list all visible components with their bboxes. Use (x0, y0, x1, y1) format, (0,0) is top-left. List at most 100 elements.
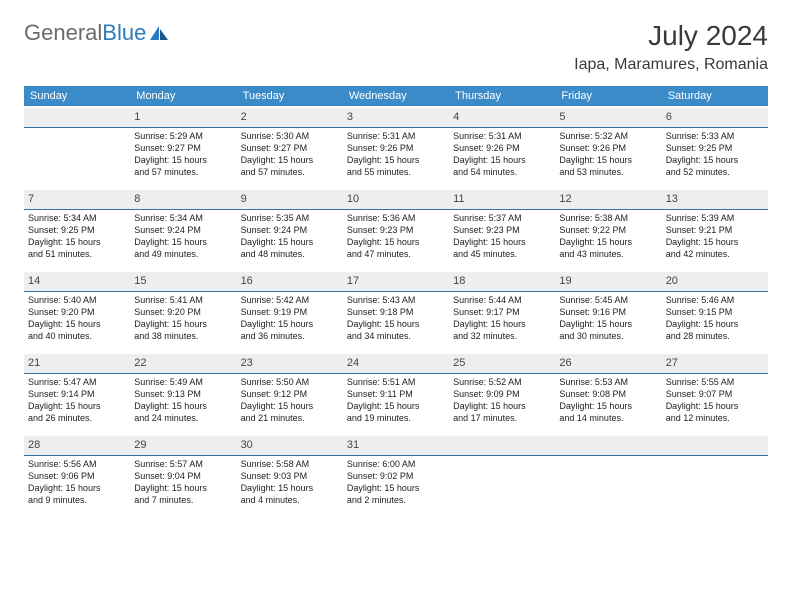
day-number: 19 (555, 272, 661, 292)
day-detail-line: Daylight: 15 hours (28, 482, 126, 494)
logo-part1: General (24, 20, 102, 45)
day-detail-line: Daylight: 15 hours (134, 318, 232, 330)
header: GeneralBlue July 2024 Iapa, Maramures, R… (24, 20, 768, 74)
calendar-day-cell: 4Sunrise: 5:31 AMSunset: 9:26 PMDaylight… (449, 106, 555, 188)
day-detail-line: Sunrise: 5:33 AM (666, 130, 764, 142)
day-detail-line: and 19 minutes. (347, 412, 445, 424)
day-detail-line: and 57 minutes. (134, 166, 232, 178)
day-detail-line: Sunset: 9:20 PM (134, 306, 232, 318)
day-details: Sunrise: 5:41 AMSunset: 9:20 PMDaylight:… (134, 294, 232, 343)
day-detail-line: Sunrise: 5:47 AM (28, 376, 126, 388)
day-detail-line: Daylight: 15 hours (559, 400, 657, 412)
day-details: Sunrise: 5:37 AMSunset: 9:23 PMDaylight:… (453, 212, 551, 261)
day-number: 8 (130, 190, 236, 210)
logo-text: GeneralBlue (24, 20, 146, 46)
calendar-day-cell (555, 434, 661, 516)
day-detail-line: Sunrise: 5:57 AM (134, 458, 232, 470)
day-detail-line: Sunset: 9:08 PM (559, 388, 657, 400)
day-detail-line: Daylight: 15 hours (28, 400, 126, 412)
day-detail-line: Sunset: 9:25 PM (28, 224, 126, 236)
day-detail-line: and 34 minutes. (347, 330, 445, 342)
day-detail-line: Sunset: 9:20 PM (28, 306, 126, 318)
calendar-day-cell (24, 106, 130, 188)
day-detail-line: Sunrise: 5:31 AM (453, 130, 551, 142)
day-detail-line: and 7 minutes. (134, 494, 232, 506)
day-number: 27 (662, 354, 768, 374)
calendar-day-cell: 19Sunrise: 5:45 AMSunset: 9:16 PMDayligh… (555, 270, 661, 352)
day-detail-line: Sunrise: 5:55 AM (666, 376, 764, 388)
day-details: Sunrise: 5:53 AMSunset: 9:08 PMDaylight:… (559, 376, 657, 425)
day-detail-line: Sunset: 9:11 PM (347, 388, 445, 400)
day-detail-line: Daylight: 15 hours (559, 154, 657, 166)
day-detail-line: Sunrise: 5:34 AM (28, 212, 126, 224)
day-detail-line: Sunrise: 5:51 AM (347, 376, 445, 388)
calendar-day-cell: 8Sunrise: 5:34 AMSunset: 9:24 PMDaylight… (130, 188, 236, 270)
calendar-day-cell (449, 434, 555, 516)
calendar-day-cell: 16Sunrise: 5:42 AMSunset: 9:19 PMDayligh… (237, 270, 343, 352)
day-detail-line: Sunset: 9:02 PM (347, 470, 445, 482)
day-details: Sunrise: 6:00 AMSunset: 9:02 PMDaylight:… (347, 458, 445, 507)
day-detail-line: Sunset: 9:17 PM (453, 306, 551, 318)
calendar-day-cell: 3Sunrise: 5:31 AMSunset: 9:26 PMDaylight… (343, 106, 449, 188)
day-details: Sunrise: 5:46 AMSunset: 9:15 PMDaylight:… (666, 294, 764, 343)
weekday-header: Friday (555, 86, 661, 106)
day-detail-line: and 48 minutes. (241, 248, 339, 260)
day-detail-line: Sunrise: 5:50 AM (241, 376, 339, 388)
day-detail-line: and 14 minutes. (559, 412, 657, 424)
calendar-day-cell: 20Sunrise: 5:46 AMSunset: 9:15 PMDayligh… (662, 270, 768, 352)
day-detail-line: Sunset: 9:03 PM (241, 470, 339, 482)
day-number: 20 (662, 272, 768, 292)
day-detail-line: Sunset: 9:14 PM (28, 388, 126, 400)
day-detail-line: Sunset: 9:25 PM (666, 142, 764, 154)
day-details: Sunrise: 5:58 AMSunset: 9:03 PMDaylight:… (241, 458, 339, 507)
day-number: 16 (237, 272, 343, 292)
day-details: Sunrise: 5:31 AMSunset: 9:26 PMDaylight:… (453, 130, 551, 179)
day-number: 13 (662, 190, 768, 210)
day-number: 11 (449, 190, 555, 210)
day-detail-line: Daylight: 15 hours (241, 400, 339, 412)
calendar-day-cell: 6Sunrise: 5:33 AMSunset: 9:25 PMDaylight… (662, 106, 768, 188)
day-detail-line: and 40 minutes. (28, 330, 126, 342)
day-detail-line: Sunrise: 5:40 AM (28, 294, 126, 306)
day-detail-line: and 55 minutes. (347, 166, 445, 178)
calendar-day-cell: 9Sunrise: 5:35 AMSunset: 9:24 PMDaylight… (237, 188, 343, 270)
day-number: 15 (130, 272, 236, 292)
month-title: July 2024 (574, 20, 768, 52)
day-detail-line: Sunset: 9:07 PM (666, 388, 764, 400)
day-detail-line: Daylight: 15 hours (28, 236, 126, 248)
calendar-table: SundayMondayTuesdayWednesdayThursdayFrid… (24, 86, 768, 516)
day-detail-line: Sunrise: 5:41 AM (134, 294, 232, 306)
calendar-day-cell: 26Sunrise: 5:53 AMSunset: 9:08 PMDayligh… (555, 352, 661, 434)
day-detail-line: Daylight: 15 hours (666, 154, 764, 166)
day-detail-line: Sunrise: 5:39 AM (666, 212, 764, 224)
day-number: 4 (449, 108, 555, 128)
day-number: 31 (343, 436, 449, 456)
calendar-day-cell (662, 434, 768, 516)
day-details: Sunrise: 5:45 AMSunset: 9:16 PMDaylight:… (559, 294, 657, 343)
calendar-day-cell: 5Sunrise: 5:32 AMSunset: 9:26 PMDaylight… (555, 106, 661, 188)
day-detail-line: Daylight: 15 hours (347, 400, 445, 412)
day-detail-line: Sunset: 9:06 PM (28, 470, 126, 482)
calendar-day-cell: 31Sunrise: 6:00 AMSunset: 9:02 PMDayligh… (343, 434, 449, 516)
day-detail-line: and 53 minutes. (559, 166, 657, 178)
day-detail-line: Daylight: 15 hours (666, 236, 764, 248)
calendar-day-cell: 18Sunrise: 5:44 AMSunset: 9:17 PMDayligh… (449, 270, 555, 352)
day-number: 1 (130, 108, 236, 128)
logo-part2: Blue (102, 20, 146, 45)
day-detail-line: and 52 minutes. (666, 166, 764, 178)
day-number: 22 (130, 354, 236, 374)
title-block: July 2024 Iapa, Maramures, Romania (574, 20, 768, 74)
day-detail-line: Sunrise: 5:52 AM (453, 376, 551, 388)
weekday-header: Tuesday (237, 86, 343, 106)
day-details: Sunrise: 5:51 AMSunset: 9:11 PMDaylight:… (347, 376, 445, 425)
day-details: Sunrise: 5:55 AMSunset: 9:07 PMDaylight:… (666, 376, 764, 425)
day-detail-line: and 4 minutes. (241, 494, 339, 506)
day-detail-line: and 42 minutes. (666, 248, 764, 260)
day-detail-line: Sunset: 9:26 PM (347, 142, 445, 154)
day-detail-line: Sunset: 9:24 PM (241, 224, 339, 236)
day-details: Sunrise: 5:34 AMSunset: 9:24 PMDaylight:… (134, 212, 232, 261)
day-detail-line: Daylight: 15 hours (241, 482, 339, 494)
day-details: Sunrise: 5:33 AMSunset: 9:25 PMDaylight:… (666, 130, 764, 179)
day-details: Sunrise: 5:42 AMSunset: 9:19 PMDaylight:… (241, 294, 339, 343)
day-detail-line: Sunset: 9:21 PM (666, 224, 764, 236)
